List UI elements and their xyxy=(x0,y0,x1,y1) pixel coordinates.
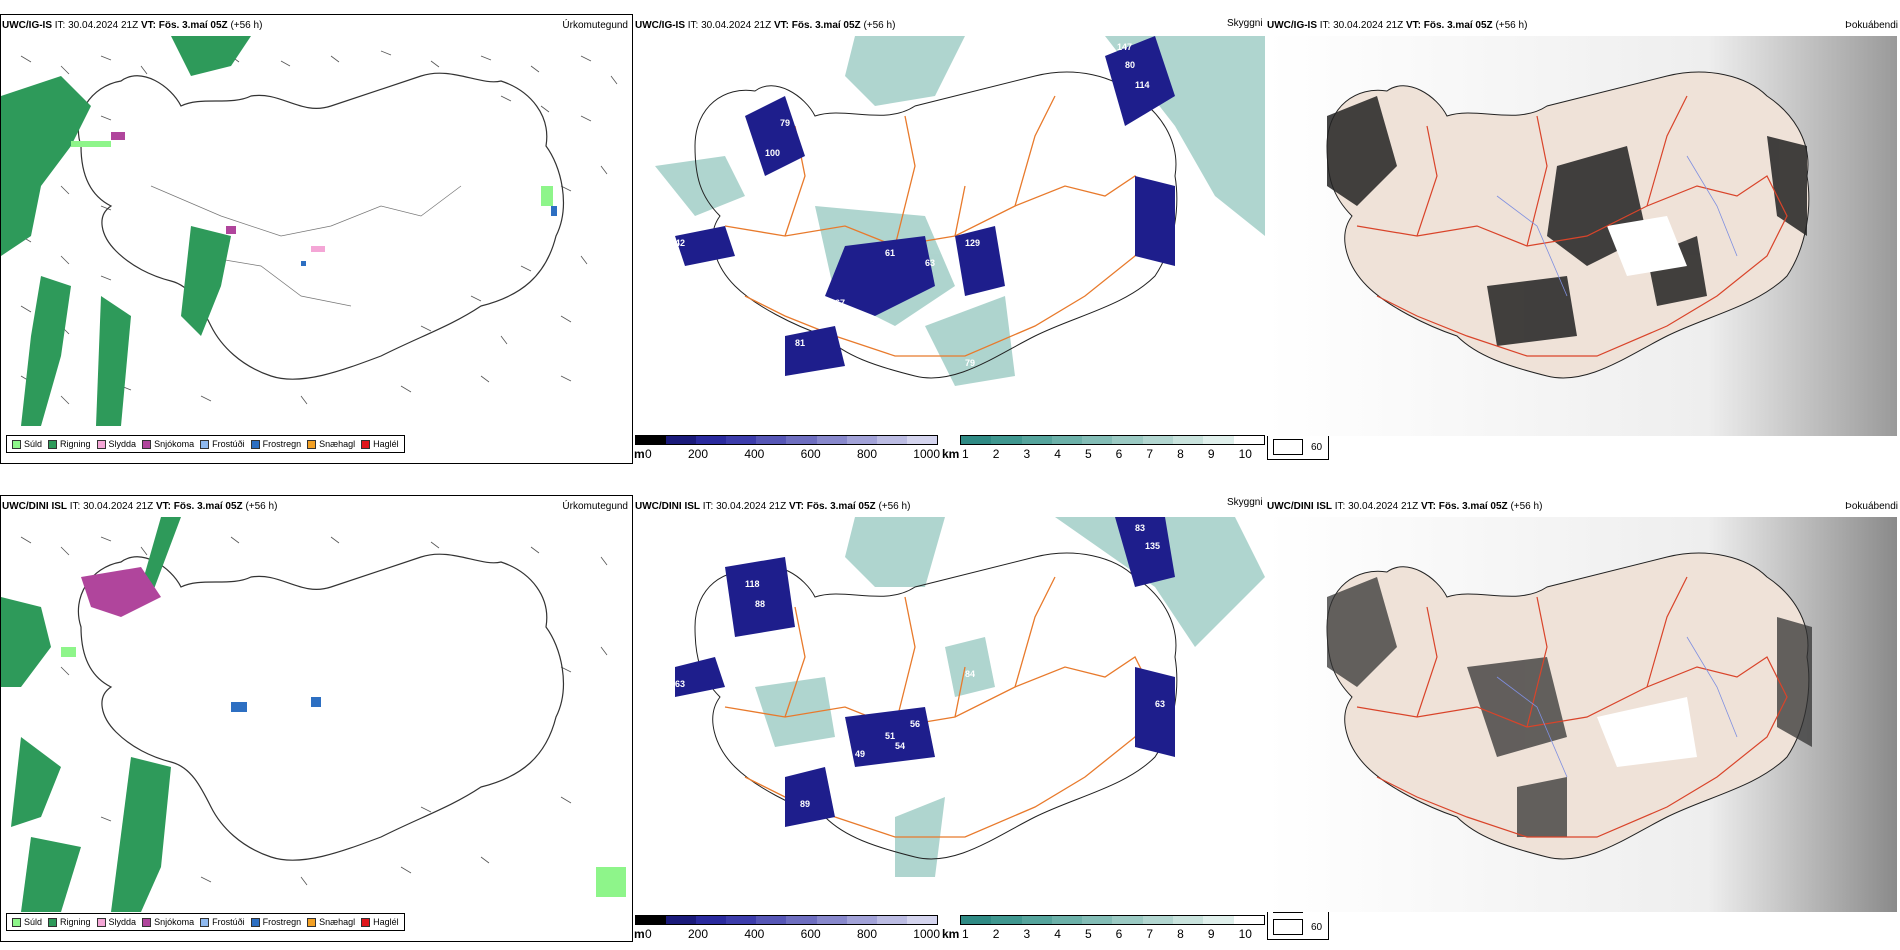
fog-title-2: Þokuábendi xyxy=(1845,501,1898,512)
svg-text:79: 79 xyxy=(965,358,975,368)
cloud-unit-2: m xyxy=(634,927,645,941)
svg-text:63: 63 xyxy=(925,258,935,268)
cloud-unit-1: m xyxy=(634,447,645,461)
legend-item: Frostúði xyxy=(200,917,245,927)
legend-item: Snjókoma xyxy=(142,439,194,449)
svg-text:42: 42 xyxy=(675,238,685,248)
svg-text:135: 135 xyxy=(1145,541,1160,551)
legend-item: Slydda xyxy=(96,917,136,927)
cloud-ticks-2: 0 200 400 600 800 1000 xyxy=(645,927,940,941)
cloud-colorbar-2 xyxy=(635,915,938,925)
legend-item: Slydda xyxy=(96,439,136,449)
panel-title-cloud-2: UWC/DINI ISL IT: 30.04.2024 21Z VT: Fös.… xyxy=(635,501,911,512)
fog-map-2 xyxy=(1267,517,1897,912)
precip-type-panel-2 xyxy=(0,495,633,942)
precip-type-panel-1 xyxy=(0,14,633,464)
cloud-colorbar-1 xyxy=(635,435,938,445)
svg-text:83: 83 xyxy=(1135,523,1145,533)
row2: UWC/DINI ISL IT: 30.04.2024 21Z VT: Fös.… xyxy=(0,475,1900,950)
legend-item: Rigning xyxy=(48,439,91,449)
svg-text:51: 51 xyxy=(885,731,895,741)
vis-ticks-1: 1 2 3 4 5 6 7 8 9 10 xyxy=(962,447,1252,461)
row1: UWC/IG-IS IT: 30.04.2024 21Z VT: Fös. 3.… xyxy=(0,14,1898,464)
svg-text:129: 129 xyxy=(965,238,980,248)
visibility-title-2: Skyggni xyxy=(1227,497,1263,508)
precip-legend-1: Súld Rigning Slydda Snjókoma Frostúði Fr… xyxy=(6,435,405,453)
legend-item: Snjókoma xyxy=(142,917,194,927)
precip-legend-2: Súld Rigning Slydda Snjókoma Frostúði Fr… xyxy=(6,913,405,931)
vis-colorbar-1 xyxy=(960,435,1265,445)
svg-text:61: 61 xyxy=(885,248,895,258)
svg-text:56: 56 xyxy=(910,719,920,729)
vis-colorbar-2 xyxy=(960,915,1265,925)
legend-item: Frostregn xyxy=(250,439,301,449)
svg-text:81: 81 xyxy=(795,338,805,348)
svg-text:147: 147 xyxy=(1117,42,1132,52)
panel-title-precip-1: UWC/IG-IS IT: 30.04.2024 21Z VT: Fös. 3.… xyxy=(2,20,263,31)
precip-type-title-1: Úrkomutegund xyxy=(562,20,628,31)
svg-text:89: 89 xyxy=(800,799,810,809)
svg-text:80: 80 xyxy=(1125,60,1135,70)
legend-item: Haglél xyxy=(361,439,399,449)
vis-ticks-2: 1 2 3 4 5 6 7 8 9 10 xyxy=(962,927,1252,941)
legend-item: Haglél xyxy=(361,917,399,927)
legend-item: Súld xyxy=(12,439,42,449)
legend-item: Frostregn xyxy=(250,917,301,927)
visibility-title-1: Skyggni xyxy=(1227,18,1263,29)
fog-title-1: Þokuábendi xyxy=(1845,20,1898,31)
svg-text:84: 84 xyxy=(965,669,975,679)
rain-areas xyxy=(1,36,251,426)
svg-text:67: 67 xyxy=(835,298,845,308)
svg-text:49: 49 xyxy=(855,749,865,759)
svg-text:79: 79 xyxy=(780,118,790,128)
legend-item: Súld xyxy=(12,917,42,927)
fog-map-1 xyxy=(1267,36,1897,436)
svg-text:54: 54 xyxy=(895,741,905,751)
panel-title-fog-1: UWC/IG-IS IT: 30.04.2024 21Z VT: Fös. 3.… xyxy=(1267,20,1528,31)
svg-text:63: 63 xyxy=(675,679,685,689)
vis-unit-1: km xyxy=(942,447,960,461)
svg-text:63: 63 xyxy=(1155,699,1165,709)
svg-text:118: 118 xyxy=(745,579,760,589)
precip-map-2 xyxy=(1,517,626,912)
legend-item: Snæhagl xyxy=(307,917,355,927)
legend-item: Rigning xyxy=(48,917,91,927)
cloud-ticks-1: 0 200 400 600 800 1000 xyxy=(645,447,940,461)
legend-item: Snæhagl xyxy=(307,439,355,449)
svg-text:114: 114 xyxy=(1135,80,1150,90)
panel-title-precip-2: UWC/DINI ISL IT: 30.04.2024 21Z VT: Fös.… xyxy=(2,501,278,512)
panel-title-fog-2: UWC/DINI ISL IT: 30.04.2024 21Z VT: Fös.… xyxy=(1267,501,1543,512)
panel-title-cloud-1: UWC/IG-IS IT: 30.04.2024 21Z VT: Fös. 3.… xyxy=(635,20,896,31)
iceland-outline xyxy=(77,72,564,380)
svg-text:100: 100 xyxy=(765,148,780,158)
precip-map-1 xyxy=(1,36,618,426)
precip-type-title-2: Úrkomutegund xyxy=(562,501,628,512)
vis-unit-2: km xyxy=(942,927,960,941)
legend-item: Frostúði xyxy=(200,439,245,449)
svg-text:88: 88 xyxy=(755,599,765,609)
